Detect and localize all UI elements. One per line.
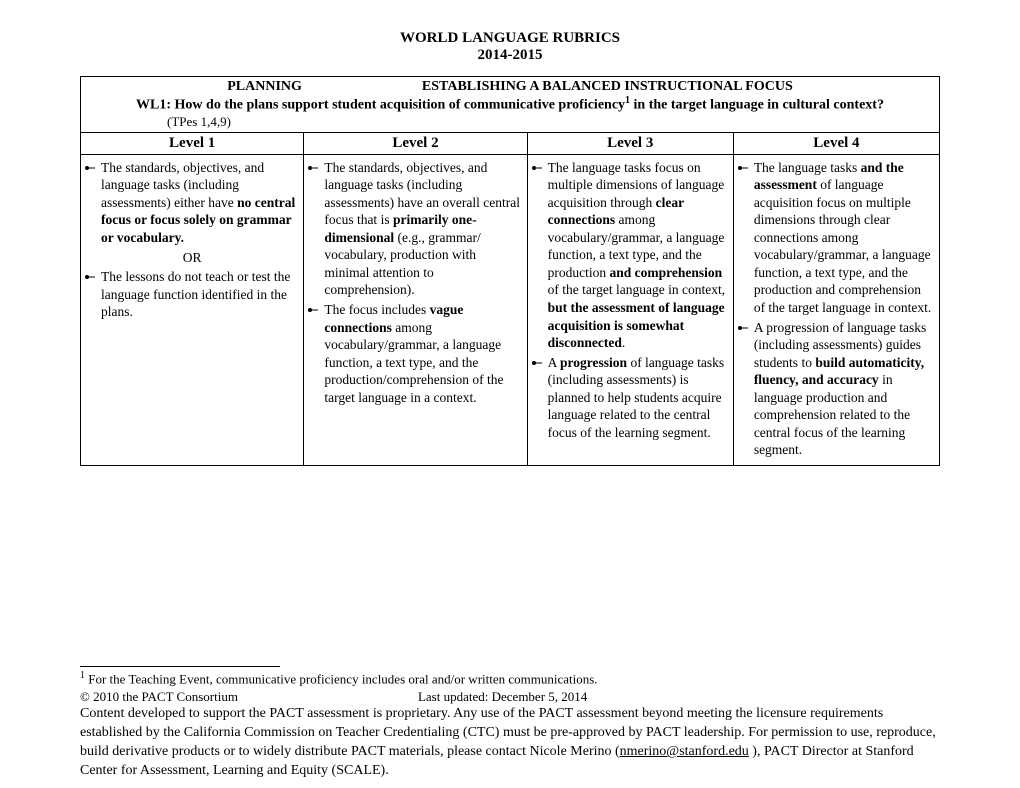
- bullet-item: The lessons do not teach or test the lan…: [85, 268, 299, 321]
- rubric-table: PLANNING ESTABLISHING A BALANCED INSTRUC…: [80, 76, 940, 466]
- level-1-cell: The standards, objectives, and language …: [81, 154, 304, 465]
- rubric-question: WL1: How do the plans support student ac…: [87, 95, 933, 114]
- arrow-bullet-icon: [738, 159, 754, 172]
- bullet-item: A progression of language tasks (includi…: [532, 354, 729, 442]
- header-right: ESTABLISHING A BALANCED INSTRUCTIONAL FO…: [422, 79, 793, 95]
- arrow-bullet-icon: [85, 159, 101, 172]
- bullet-text: The standards, objectives, and language …: [101, 159, 299, 247]
- arrow-bullet-icon: [532, 159, 548, 172]
- footnote: 1 For the Teaching Event, communicative …: [80, 669, 940, 688]
- level-4-header: Level 4: [733, 132, 939, 154]
- title-line-2: 2014-2015: [80, 47, 940, 64]
- bullet-item: The focus includes vague connections amo…: [308, 301, 522, 406]
- level-3-header: Level 3: [527, 132, 733, 154]
- level-1-header: Level 1: [81, 132, 304, 154]
- or-separator: OR: [85, 248, 299, 268]
- bullet-text: The focus includes vague connections amo…: [324, 301, 522, 406]
- table-header-row: PLANNING ESTABLISHING A BALANCED INSTRUC…: [81, 77, 940, 133]
- level-3-cell: The language tasks focus on multiple dim…: [527, 154, 733, 465]
- level-4-cell: The language tasks and the assessment of…: [733, 154, 939, 465]
- bullet-text: The standards, objectives, and language …: [324, 159, 522, 299]
- footnote-separator: [80, 666, 280, 667]
- bullet-text: The lessons do not teach or test the lan…: [101, 268, 299, 321]
- header-left: PLANNING: [227, 79, 302, 95]
- document-title: WORLD LANGUAGE RUBRICS 2014-2015: [80, 30, 940, 64]
- bullet-text: A progression of language tasks (includi…: [754, 319, 935, 459]
- contact-email: nmerino@stanford.edu: [620, 744, 749, 759]
- content-row: The standards, objectives, and language …: [81, 154, 940, 465]
- bullet-item: A progression of language tasks (includi…: [738, 319, 935, 459]
- footer-body: Content developed to support the PACT as…: [80, 705, 940, 781]
- bullet-text: A progression of language tasks (includi…: [548, 354, 729, 442]
- bullet-item: The standards, objectives, and language …: [85, 159, 299, 247]
- arrow-bullet-icon: [532, 354, 548, 367]
- footer: 1 For the Teaching Event, communicative …: [80, 666, 940, 781]
- copyright-row: © 2010 the PACT Consortium Last updated:…: [80, 688, 940, 706]
- bullet-item: The language tasks and the assessment of…: [738, 159, 935, 317]
- arrow-bullet-icon: [738, 319, 754, 332]
- bullet-item: The standards, objectives, and language …: [308, 159, 522, 299]
- bullet-text: The language tasks and the assessment of…: [754, 159, 935, 317]
- copyright-text: © 2010 the PACT Consortium: [80, 688, 238, 706]
- level-2-header: Level 2: [304, 132, 527, 154]
- header-top: PLANNING ESTABLISHING A BALANCED INSTRUC…: [87, 79, 933, 95]
- arrow-bullet-icon: [85, 268, 101, 281]
- title-line-1: WORLD LANGUAGE RUBRICS: [80, 30, 940, 47]
- arrow-bullet-icon: [308, 301, 324, 314]
- bullet-item: The language tasks focus on multiple dim…: [532, 159, 729, 352]
- bullet-text: The language tasks focus on multiple dim…: [548, 159, 729, 352]
- tpes-note: (TPes 1,4,9): [87, 114, 933, 130]
- level-header-row: Level 1 Level 2 Level 3 Level 4: [81, 132, 940, 154]
- level-2-cell: The standards, objectives, and language …: [304, 154, 527, 465]
- arrow-bullet-icon: [308, 159, 324, 172]
- last-updated: Last updated: December 5, 2014: [418, 688, 587, 706]
